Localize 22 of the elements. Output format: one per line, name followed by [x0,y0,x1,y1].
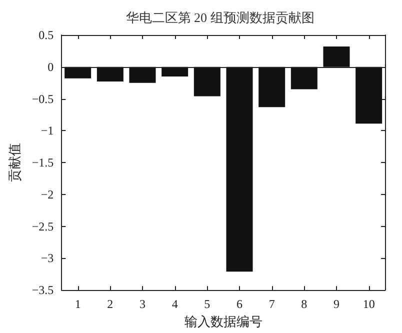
y-tick-label: −1.5 [32,156,54,170]
x-tick-label: 4 [172,297,178,312]
x-tick-label: 3 [140,297,146,312]
x-tick-label: 7 [268,297,275,312]
x-tick-label: 9 [334,297,340,312]
x-tick-label: 10 [362,297,375,312]
y-tick-label: −3 [40,251,54,266]
y-tick-label: −1 [40,124,54,138]
x-tick-label: 2 [107,297,114,312]
y-tick-label: −3.5 [32,283,54,298]
x-axis-title: 输入数据编号 [184,314,262,329]
y-tick-label: −0.5 [32,92,54,106]
y-tick-label: −2 [40,187,54,202]
y-tick-label: −2.5 [32,219,54,234]
x-tick-label: 6 [236,297,242,312]
y-tick-label: 0.5 [38,28,54,42]
y-axis-title: 贡献值 [7,143,22,182]
x-tick-label: 5 [204,297,210,312]
y-tick-label: 0 [48,60,54,74]
chart-title: 华电二区第 20 组预测数据贡献图 [126,10,314,25]
x-tick-label: 8 [301,297,308,312]
x-tick-label: 1 [74,297,81,312]
